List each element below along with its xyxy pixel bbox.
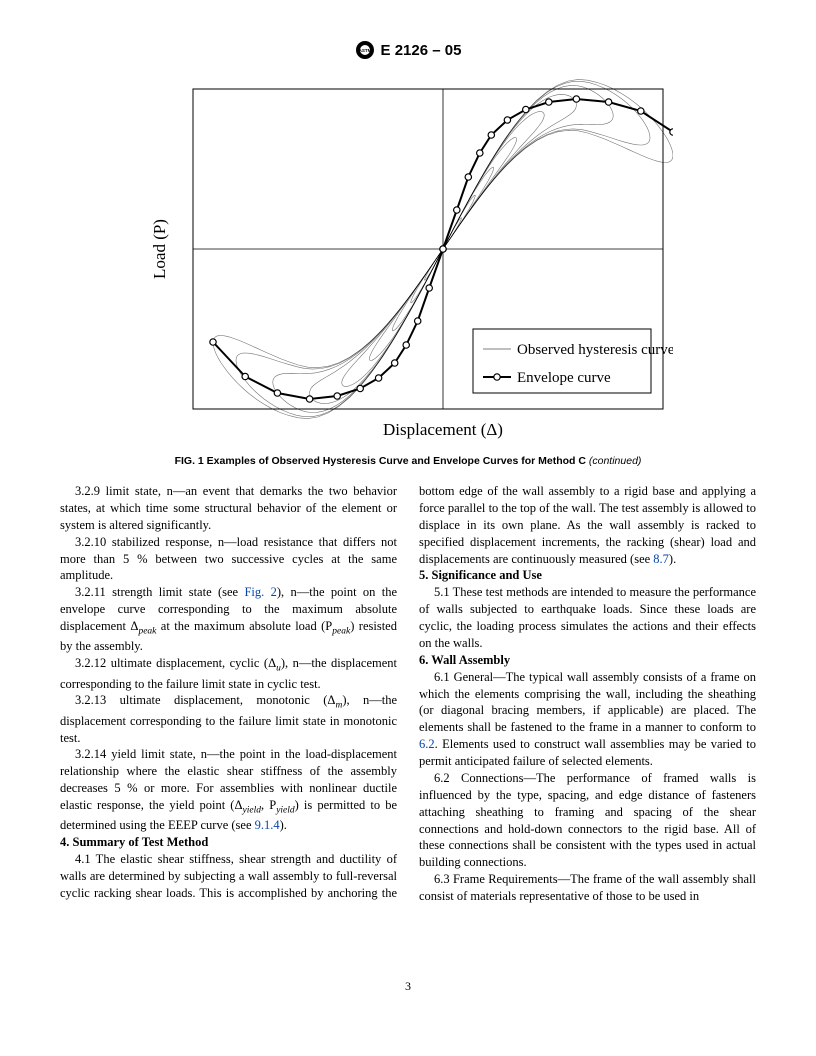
svg-text:Observed hysteresis curve: Observed hysteresis curve [517,342,673,358]
hysteresis-chart: Load (P) Displacement (Δ) Observed hystere… [143,79,673,449]
section-6-head: 6. Wall Assembly [419,652,756,669]
link-fig-2[interactable]: Fig. 2 [244,585,276,599]
para-5-1: 5.1 These test methods are intended to m… [419,584,756,652]
svg-text:Displacement (Δ): Displacement (Δ) [383,420,503,439]
para-6-3: 6.3 Frame Requirements—The frame of the … [419,871,756,905]
para-3-2-9: 3.2.9 limit state, n—an event that demar… [60,483,397,534]
para-3-2-14: 3.2.14 yield limit state, n—the point in… [60,746,397,834]
page-number: 3 [60,979,756,994]
astm-logo-icon: ASTM [355,40,375,60]
body-text-columns: 3.2.9 limit state, n—an event that demar… [60,483,756,905]
svg-text:Load (P): Load (P) [150,219,169,279]
link-9-1-4[interactable]: 9.1.4 [255,818,280,832]
figure-caption: FIG. 1 Examples of Observed Hysteresis C… [60,455,756,467]
para-3-2-10: 3.2.10 stabilized response, n—load resis… [60,534,397,585]
para-6-1: 6.1 General—The typical wall assembly co… [419,669,756,770]
section-4-head: 4. Summary of Test Method [60,834,397,851]
designation-number: E 2126 – 05 [381,42,462,59]
document-header: ASTM E 2126 – 05 [60,40,756,64]
link-6-2[interactable]: 6.2 [419,737,435,751]
link-8-7[interactable]: 8.7 [653,552,669,566]
para-3-2-11: 3.2.11 strength limit state (see Fig. 2)… [60,584,397,655]
svg-text:ASTM: ASTM [358,48,371,53]
para-3-2-12: 3.2.12 ultimate displacement, cyclic (Δu… [60,655,397,692]
para-3-2-13: 3.2.13 ultimate displacement, monotonic … [60,692,397,746]
figure-1: Load (P) Displacement (Δ) Observed hystere… [60,79,756,467]
section-5-head: 5. Significance and Use [419,567,756,584]
para-6-2: 6.2 Connections—The performance of frame… [419,770,756,871]
svg-text:Envelope curve: Envelope curve [517,370,611,386]
